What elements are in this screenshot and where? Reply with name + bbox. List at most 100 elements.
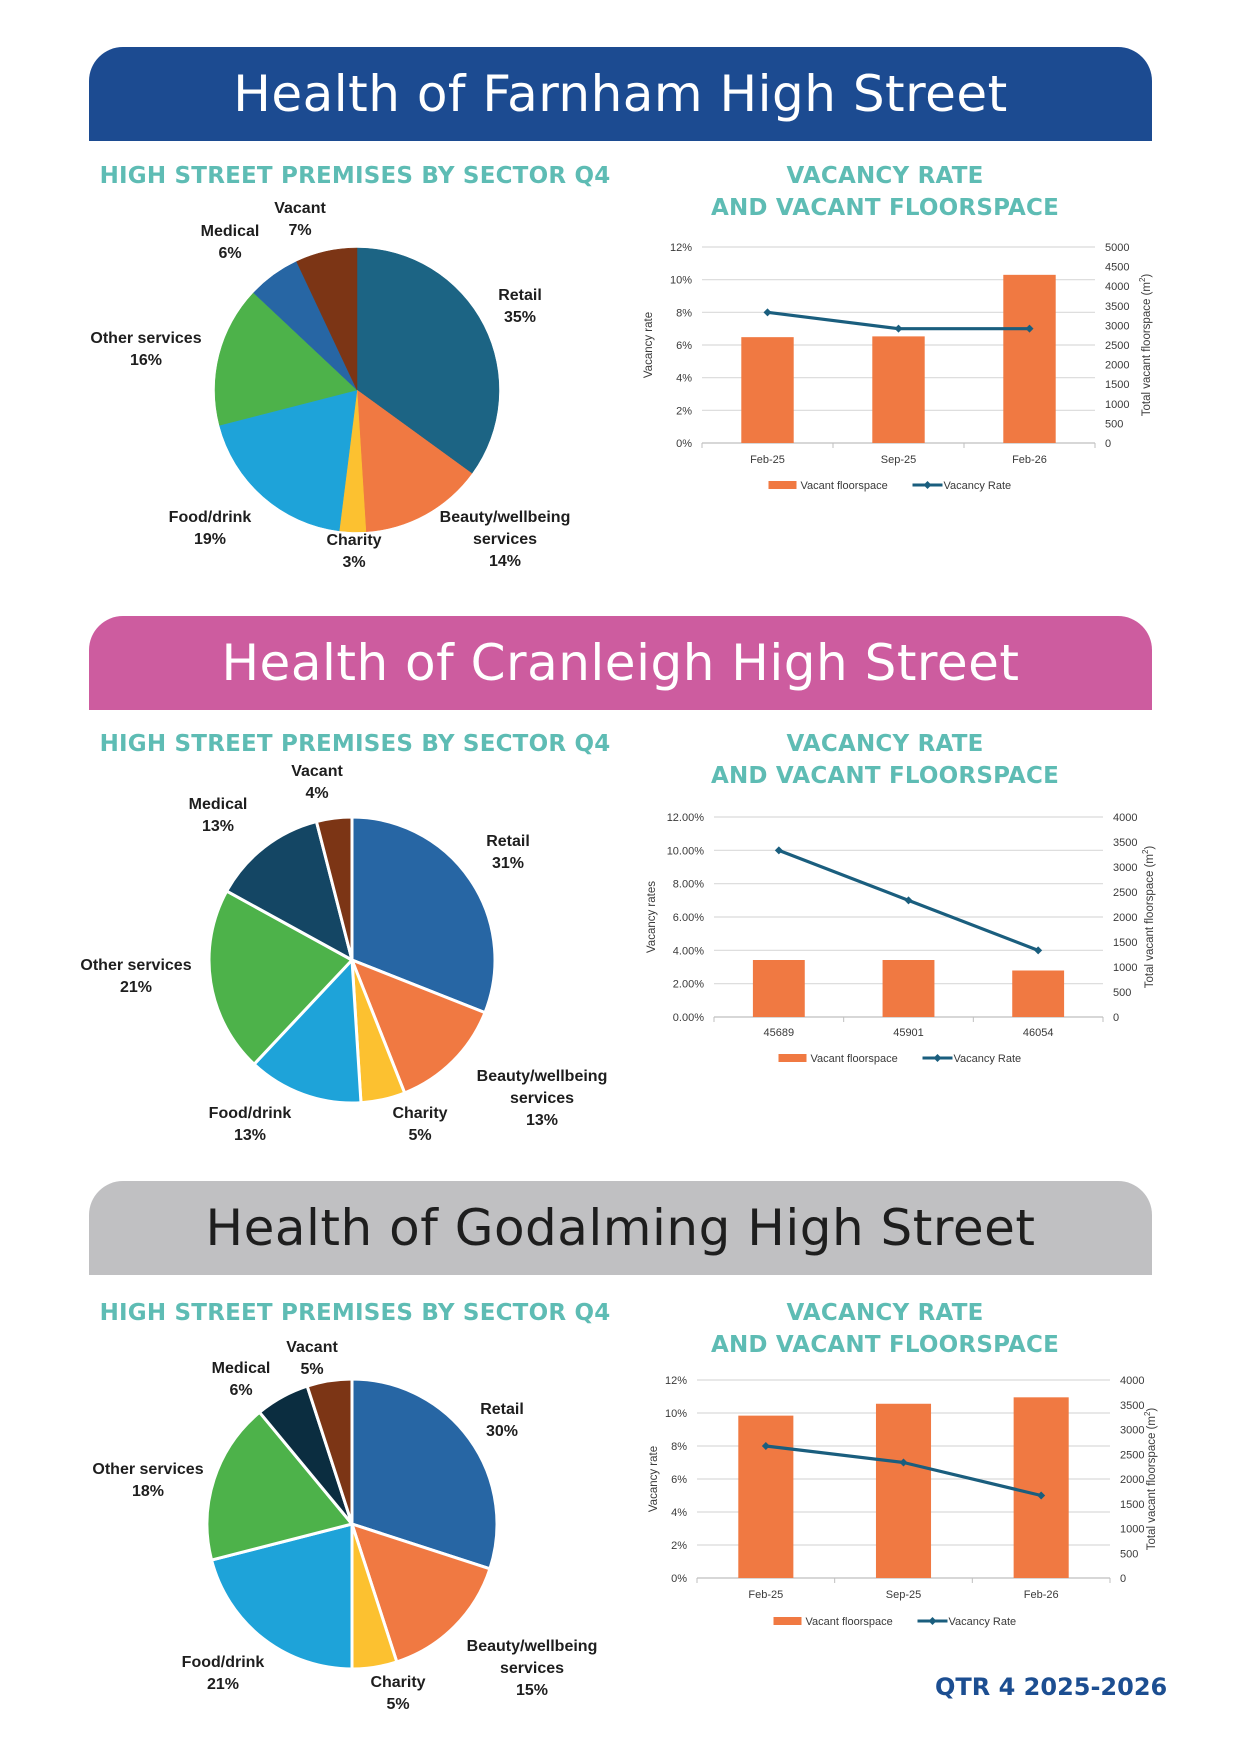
y2-tick-label: 2500 xyxy=(1120,1449,1144,1461)
y2-axis-title-sup: 2 xyxy=(1143,1411,1152,1416)
pie-label-percent: 5% xyxy=(386,1696,409,1713)
y2-tick-label: 3500 xyxy=(1105,301,1129,313)
farnham-header-title: Health of Farnham High Street xyxy=(233,65,1008,123)
pie-label-line: Charity xyxy=(392,1105,447,1122)
pie-label-percent: 18% xyxy=(132,1483,164,1500)
cranleigh-header-title: Health of Cranleigh High Street xyxy=(221,634,1020,692)
pie-slice-vacant xyxy=(314,815,354,962)
pie-label-beauty-wellbeing-services: Beauty/wellbeing services 15% xyxy=(467,1638,598,1699)
pie-label-percent: 31% xyxy=(492,855,524,872)
y-tick-label: 2% xyxy=(676,405,692,417)
y2-tick-label: 2500 xyxy=(1113,887,1137,899)
pie-label-vacant: Vacant 7% xyxy=(274,200,326,239)
pie-slice-food-drink xyxy=(219,389,358,532)
legend-swatch-floorspace xyxy=(768,481,797,489)
y-tick-label: 6% xyxy=(676,340,692,352)
y-tick-label: 12% xyxy=(665,1375,687,1387)
y2-tick-label: 3500 xyxy=(1120,1400,1144,1412)
x-tick-label: Sep-25 xyxy=(881,454,916,466)
pie-slice-medical xyxy=(225,819,354,962)
y2-axis-title-text: Total vacant floorspace (m xyxy=(1144,854,1156,988)
cranleigh-bar-title-line1: VACANCY RATE xyxy=(786,731,984,757)
y-axis-title: Vacancy rate xyxy=(648,1446,660,1512)
pie-label-charity: Charity 5% xyxy=(370,1674,425,1713)
floorspace-bar xyxy=(1012,970,1065,1017)
pie-label-retail: Retail 30% xyxy=(480,1401,524,1440)
y2-tick-label: 2000 xyxy=(1113,912,1137,924)
legend-swatch-floorspace xyxy=(778,1054,807,1062)
y-tick-label: 6% xyxy=(671,1474,687,1486)
y2-axis-title-text: Total vacant floorspace (m xyxy=(1141,282,1153,416)
y-tick-label: 12.00% xyxy=(667,812,705,824)
godalming-pie-title: HIGH STREET PREMISES BY SECTOR Q4 xyxy=(99,1300,611,1326)
pie-label-line: Vacant xyxy=(274,200,326,217)
y-tick-label: 4% xyxy=(671,1507,687,1519)
pie-label-beauty-wellbeing-services: Beauty/wellbeing services 14% xyxy=(440,509,571,570)
pie-label-medical: Medical 13% xyxy=(189,796,248,835)
cranleigh-bar-title-line2: AND VACANT FLOORSPACE xyxy=(710,763,1060,789)
pie-label-percent: 13% xyxy=(526,1112,558,1129)
pie-label-food-drink: Food/drink 21% xyxy=(182,1654,265,1693)
pie-label-medical: Medical 6% xyxy=(201,223,260,262)
pie-label-line: services xyxy=(500,1660,564,1677)
y2-axis-title: Total vacant floorspace (m2) xyxy=(1143,1408,1158,1551)
legend-label-floorspace: Vacant floorspace xyxy=(801,480,888,492)
pie-label-retail: Retail 31% xyxy=(486,833,530,872)
pie-label-percent: 13% xyxy=(202,818,234,835)
pie-slice-retail xyxy=(356,247,500,474)
y-tick-label: 0% xyxy=(676,438,692,450)
pie-label-charity: Charity 3% xyxy=(326,532,381,571)
pie-slice-beauty-wellbeing-services xyxy=(356,389,473,532)
legend-marker-vacancy-rate xyxy=(933,1054,942,1062)
y2-tick-label: 3500 xyxy=(1113,837,1137,849)
y-tick-label: 4% xyxy=(676,373,692,385)
pie-slice-retail xyxy=(350,1377,499,1571)
pie-slice-retail xyxy=(350,815,497,1015)
vacancy-rate-point xyxy=(1037,1491,1046,1500)
floorspace-bar xyxy=(1003,274,1056,443)
pie-label-vacant: Vacant 4% xyxy=(291,763,343,802)
pie-label-percent: 30% xyxy=(486,1423,518,1440)
pie-slice-vacant xyxy=(305,1377,354,1526)
pie-label-line: Beauty/wellbeing xyxy=(467,1638,598,1655)
y2-tick-label: 2500 xyxy=(1105,340,1129,352)
y2-tick-label: 1000 xyxy=(1113,962,1137,974)
quarter-footer: QTR 4 2025-2026 xyxy=(935,1673,1168,1701)
farnham-header-band: Health of Farnham High Street xyxy=(89,47,1152,141)
pie-label-line: Charity xyxy=(326,532,381,549)
pie-slice-other-services xyxy=(207,889,354,1066)
floorspace-bar xyxy=(875,1403,932,1578)
pie-label-line: Retail xyxy=(498,287,542,304)
x-tick-label: Feb-26 xyxy=(1024,1589,1059,1601)
pie-label-percent: 6% xyxy=(229,1382,252,1399)
floorspace-bar xyxy=(741,337,794,443)
legend-label-vacancy-rate: Vacancy Rate xyxy=(954,1053,1022,1065)
pie-label-other-services: Other services 21% xyxy=(80,957,191,996)
floorspace-bar xyxy=(738,1415,794,1578)
y-tick-label: 0.00% xyxy=(673,1012,704,1024)
pie-label-line: Retail xyxy=(480,1401,524,1418)
pie-label-line: Food/drink xyxy=(182,1654,265,1671)
vacancy-rate-point xyxy=(894,324,903,333)
vacancy-rate-point xyxy=(904,896,913,905)
y2-tick-label: 0 xyxy=(1105,438,1111,450)
pie-label-percent: 21% xyxy=(120,979,152,996)
pie-label-line: Beauty/wellbeing xyxy=(440,509,571,526)
pie-label-percent: 4% xyxy=(305,785,328,802)
pie-label-percent: 6% xyxy=(218,245,241,262)
pie-label-percent: 3% xyxy=(342,554,365,571)
y2-tick-label: 3000 xyxy=(1105,320,1129,332)
farnham-bar-title-line1: VACANCY RATE xyxy=(786,163,984,189)
y-tick-label: 8.00% xyxy=(673,879,704,891)
y-tick-label: 2% xyxy=(671,1540,687,1552)
godalming-bar-title-line1: VACANCY RATE xyxy=(786,1300,984,1326)
pie-label-vacant: Vacant 5% xyxy=(286,1339,338,1378)
pie-label-percent: 21% xyxy=(207,1676,239,1693)
pie-slice-other-services xyxy=(214,292,358,426)
y2-axis-title-end: ) xyxy=(1146,1408,1158,1412)
farnham-pie-title: HIGH STREET PREMISES BY SECTOR Q4 xyxy=(99,163,611,189)
y-tick-label: 4.00% xyxy=(673,945,704,957)
